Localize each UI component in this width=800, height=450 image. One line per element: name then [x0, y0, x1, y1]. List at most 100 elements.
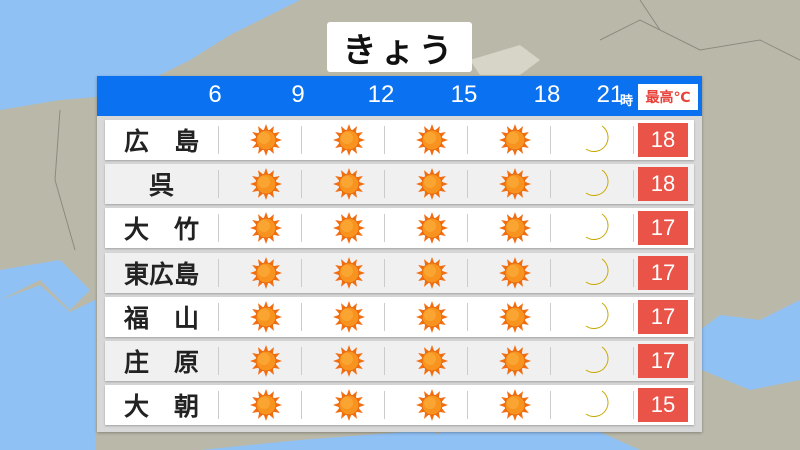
- moon-icon: [581, 167, 615, 201]
- column-divider: [384, 258, 385, 287]
- column-divider: [550, 214, 551, 243]
- max-temp-label: 最高℃: [638, 84, 698, 110]
- max-temp-badge: 17: [638, 255, 688, 290]
- column-divider: [301, 347, 302, 375]
- column-divider: [467, 170, 468, 199]
- sun-icon: [498, 211, 532, 245]
- sun-icon: [415, 256, 449, 290]
- column-divider: [218, 170, 219, 199]
- sun-icon: [249, 344, 283, 378]
- sun-icon: [249, 167, 283, 201]
- sun-icon: [249, 211, 283, 245]
- column-divider: [301, 170, 302, 199]
- sun-icon: [498, 256, 532, 290]
- column-divider: [384, 347, 385, 375]
- hour-label: 15: [450, 81, 478, 108]
- sun-icon: [249, 388, 283, 422]
- sun-icon: [249, 123, 283, 157]
- max-temp-badge: 17: [638, 299, 688, 334]
- column-divider: [218, 391, 219, 420]
- sun-icon: [415, 123, 449, 157]
- column-divider: [633, 302, 634, 331]
- column-divider: [384, 302, 385, 331]
- moon-icon: [581, 344, 615, 378]
- hour-label: 12: [367, 81, 395, 108]
- column-divider: [467, 391, 468, 420]
- column-divider: [218, 126, 219, 154]
- table-header: 6 9 12 15 18 21 時 最高℃: [97, 76, 702, 116]
- forecast-row: 庄 原 17: [105, 341, 694, 381]
- column-divider: [633, 258, 634, 287]
- forecast-row: 大 竹 17: [105, 208, 694, 249]
- city-name: 広 島: [123, 127, 199, 156]
- sun-icon: [415, 211, 449, 245]
- moon-icon: [581, 256, 615, 290]
- max-temp-badge: 18: [638, 167, 688, 202]
- moon-icon: [581, 123, 615, 157]
- moon-icon: [581, 300, 615, 334]
- column-divider: [550, 170, 551, 199]
- column-divider: [218, 347, 219, 375]
- sun-icon: [332, 256, 366, 290]
- column-divider: [301, 391, 302, 420]
- forecast-row: 大 朝 15: [105, 385, 694, 426]
- hour-unit: 時: [620, 94, 634, 109]
- column-divider: [633, 170, 634, 199]
- forecast-row: 呉 18: [105, 164, 694, 205]
- max-temp-badge: 17: [638, 344, 688, 378]
- column-divider: [218, 302, 219, 331]
- sun-icon: [498, 167, 532, 201]
- column-divider: [301, 258, 302, 287]
- column-divider: [384, 126, 385, 154]
- column-divider: [550, 302, 551, 331]
- sun-icon: [332, 211, 366, 245]
- column-divider: [301, 302, 302, 331]
- sun-icon: [332, 300, 366, 334]
- column-divider: [384, 170, 385, 199]
- max-temp-badge: 17: [638, 211, 688, 246]
- column-divider: [467, 214, 468, 243]
- sun-icon: [498, 123, 532, 157]
- sun-icon: [415, 344, 449, 378]
- forecast-row: 福 山 17: [105, 296, 694, 337]
- column-divider: [467, 258, 468, 287]
- column-divider: [633, 347, 634, 375]
- column-divider: [467, 347, 468, 375]
- column-divider: [384, 214, 385, 243]
- sun-icon: [498, 300, 532, 334]
- forecast-row: 東広島 17: [105, 252, 694, 293]
- sun-icon: [498, 388, 532, 422]
- column-divider: [550, 347, 551, 375]
- sun-icon: [332, 123, 366, 157]
- column-divider: [550, 126, 551, 154]
- hour-label: 9: [291, 81, 305, 108]
- sun-icon: [332, 344, 366, 378]
- sun-icon: [332, 388, 366, 422]
- forecast-row: 広 島 18: [105, 120, 694, 160]
- sun-icon: [249, 300, 283, 334]
- moon-icon: [581, 211, 615, 245]
- column-divider: [633, 126, 634, 154]
- city-name: 大 朝: [123, 392, 199, 422]
- forecast-table: 6 9 12 15 18 21 時 最高℃ 広 島 18 呉 18 大 竹 17 東広島 17…: [97, 76, 702, 432]
- city-name: 福 山: [123, 303, 199, 333]
- column-divider: [467, 126, 468, 154]
- column-divider: [633, 214, 634, 243]
- column-divider: [633, 391, 634, 420]
- sun-icon: [249, 256, 283, 290]
- column-divider: [301, 126, 302, 154]
- max-temp-badge: 18: [638, 123, 688, 157]
- moon-icon: [581, 388, 615, 422]
- hour-label: 21: [596, 81, 624, 108]
- column-divider: [467, 302, 468, 331]
- city-name: 呉: [148, 171, 174, 201]
- max-temp-badge: 15: [638, 388, 688, 423]
- day-title: きょう: [327, 22, 472, 72]
- sun-icon: [498, 344, 532, 378]
- sun-icon: [415, 388, 449, 422]
- hour-label: 6: [208, 81, 222, 108]
- column-divider: [301, 214, 302, 243]
- column-divider: [218, 214, 219, 243]
- sun-icon: [415, 167, 449, 201]
- column-divider: [218, 258, 219, 287]
